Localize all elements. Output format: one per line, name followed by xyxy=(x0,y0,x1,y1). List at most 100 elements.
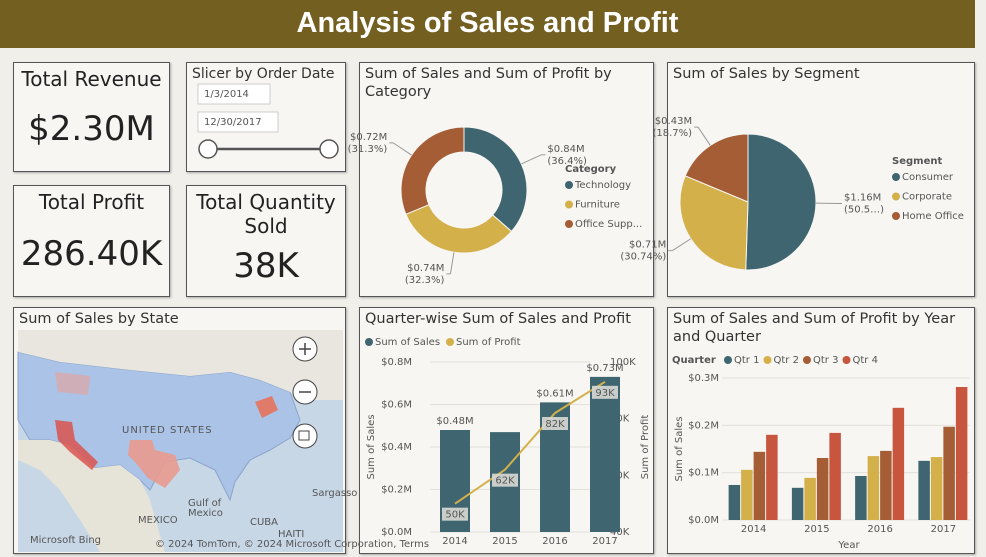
data-label-box xyxy=(592,385,618,399)
card-label: Total Quantity Sold xyxy=(196,190,336,238)
map-label: Sargasso xyxy=(312,488,357,499)
date-input[interactable] xyxy=(197,111,279,133)
slicer-end: 12/30/2017 xyxy=(204,117,262,128)
legend-label: Qtr 3 xyxy=(813,355,838,366)
percent-label: (50.5…) xyxy=(844,204,884,215)
legend-swatch xyxy=(842,356,851,364)
bar xyxy=(892,407,905,520)
data-label: 82K xyxy=(545,419,565,430)
slice xyxy=(400,126,465,215)
bar xyxy=(728,484,741,520)
legend-swatch xyxy=(892,212,900,220)
y-tick-label: $0.2M xyxy=(688,420,719,431)
legend-swatch xyxy=(565,220,573,228)
x-tick-label: 2017 xyxy=(592,536,617,547)
data-label-box xyxy=(542,417,568,430)
bar xyxy=(943,426,955,520)
data-label: 62K xyxy=(495,476,515,487)
select-tool[interactable] xyxy=(292,423,318,449)
slice xyxy=(463,126,528,233)
slider-handle[interactable] xyxy=(319,139,339,159)
date-input[interactable] xyxy=(197,83,271,105)
percent-label: (30.74%) xyxy=(620,252,666,263)
map-state-tx xyxy=(128,440,180,488)
map-label: Microsoft Bing xyxy=(30,535,101,546)
amount-label: $1.16M xyxy=(844,192,881,203)
map-label: HAITI xyxy=(278,529,304,540)
map-canada xyxy=(18,330,343,400)
bar xyxy=(930,457,943,520)
y-tick-label: $0.1M xyxy=(688,468,719,479)
legend-swatch xyxy=(365,338,373,346)
percent-label: (36.4%) xyxy=(547,156,587,167)
y-tick-label: $0.3M xyxy=(688,373,719,384)
map-mexico xyxy=(18,440,165,552)
legend-title: Segment xyxy=(892,156,942,167)
legend-label: Home Office xyxy=(902,211,964,222)
data-label: $0.61M xyxy=(536,388,573,399)
legend-label: Consumer xyxy=(902,172,954,183)
leader-line xyxy=(521,154,542,165)
y-axis-title: Sum of Sales xyxy=(674,416,685,481)
select-icon xyxy=(298,430,310,441)
header-title: Analysis of Sales and Profit xyxy=(0,0,975,48)
data-label: 93K xyxy=(595,388,615,399)
bar xyxy=(918,460,930,520)
amount-label: $0.71M xyxy=(629,240,666,251)
bar xyxy=(867,456,880,520)
x-tick-label: 2017 xyxy=(931,524,956,535)
leader-line xyxy=(672,238,692,252)
legend-swatch xyxy=(565,200,573,209)
slice xyxy=(745,133,817,271)
legend-label: Qtr 4 xyxy=(853,355,878,366)
kpi-card: Total Revenue $2.30M xyxy=(13,62,170,172)
zoom-in-icon xyxy=(299,343,311,355)
card-value: 38K xyxy=(233,246,299,286)
map-label: CUBA xyxy=(250,517,278,528)
map-label: UNITED STATES xyxy=(122,425,213,436)
x-tick-label: 2015 xyxy=(492,536,517,547)
legend-label: Qtr 1 xyxy=(734,355,759,366)
chart-title: Sum of Sales by Segment xyxy=(673,66,860,82)
bar xyxy=(741,469,753,520)
profit-line xyxy=(454,380,606,505)
amount-label: $0.72M xyxy=(350,132,387,143)
legend-swatch xyxy=(724,356,732,364)
y2-tick-label: 100K xyxy=(610,357,636,368)
percent-label: (32.3%) xyxy=(405,275,445,286)
leader-line xyxy=(449,252,455,274)
legend-swatch xyxy=(565,181,573,189)
card-value: $2.30M xyxy=(28,109,155,149)
data-label-box xyxy=(492,473,518,487)
map-state-ny xyxy=(255,396,278,418)
slider-handle[interactable] xyxy=(198,139,218,159)
y-tick-label: $0.6M xyxy=(381,400,412,411)
kpi-card: Total Profit 286.40K xyxy=(13,185,170,297)
map-title: Sum of Sales by State xyxy=(19,311,179,327)
x-axis-title: Year xyxy=(837,540,860,551)
data-label: 50K xyxy=(445,510,465,521)
x-tick-label: 2016 xyxy=(867,524,892,535)
legend-label: Sum of Profit xyxy=(456,337,521,348)
card-value: 286.40K xyxy=(20,234,163,274)
y-tick-label: $0.0M xyxy=(381,527,412,538)
slicer-start: 1/3/2014 xyxy=(204,89,249,100)
legend-label: Sum of Sales xyxy=(375,337,440,348)
card-label: Total Revenue xyxy=(21,67,162,91)
leader-line xyxy=(697,126,711,146)
card-label: Total Profit xyxy=(38,190,145,214)
bar xyxy=(753,451,766,520)
bar xyxy=(590,376,620,532)
bar xyxy=(955,386,968,520)
data-label: $0.73M xyxy=(586,363,623,374)
legend-swatch xyxy=(892,173,900,181)
amount-label: $0.43M xyxy=(655,116,692,127)
y2-tick-label: 40K xyxy=(610,527,630,538)
map-label: © 2024 TomTom, © 2024 Microsoft Corporat… xyxy=(155,539,429,550)
percent-label: (31.3%) xyxy=(348,144,388,155)
slicer-title: Slicer by Order Date xyxy=(192,66,335,82)
map-state-wa xyxy=(55,372,90,395)
amount-label: $0.84M xyxy=(547,144,584,155)
